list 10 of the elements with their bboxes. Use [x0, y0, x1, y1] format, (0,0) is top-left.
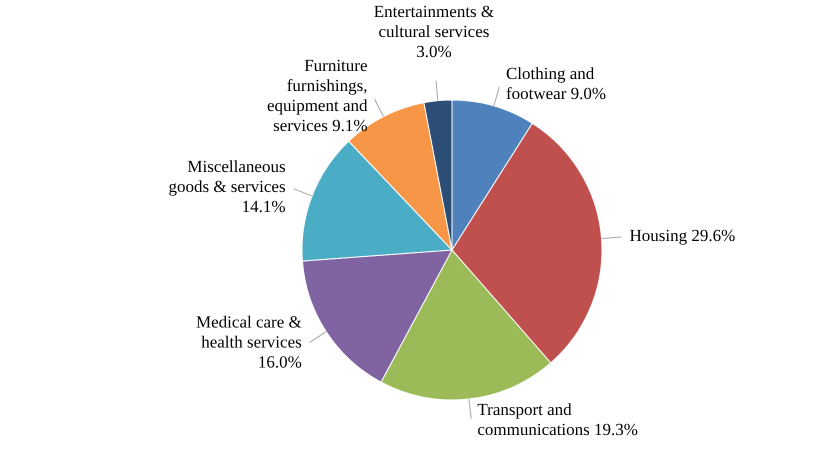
slice-label: Entertainments & cultural services — [374, 2, 494, 41]
data-label: 16.0% — [258, 352, 302, 372]
slice-label: Transport and communications 19.3% — [477, 400, 638, 439]
slice-label: Clothing and footwear 9.0% — [506, 64, 606, 103]
data-label: 3.0% — [416, 42, 452, 61]
slice-label: Medical care & health services — [196, 312, 302, 352]
slice-label: Furniture furnishings, equipment and services 9.1% — [266, 56, 368, 135]
slice-label: Miscellaneous goods & services — [168, 156, 286, 196]
data-label: 14.1% — [242, 196, 286, 216]
slice-label: Housing 29.6% — [629, 226, 736, 245]
